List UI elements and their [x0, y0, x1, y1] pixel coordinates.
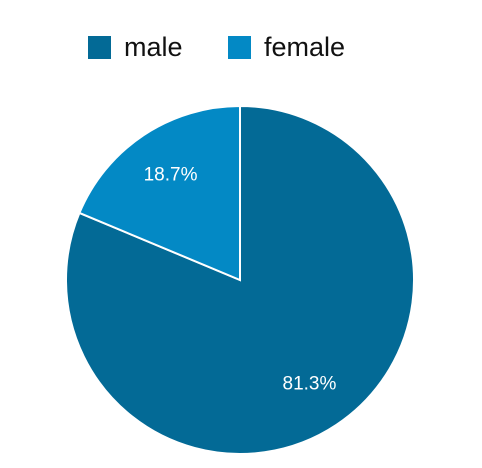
value-label: 18.7% — [144, 165, 198, 186]
legend-swatch — [228, 36, 251, 59]
value-label: 81.3% — [283, 373, 337, 394]
pie-slice — [78, 104, 241, 282]
legend-swatch — [88, 36, 111, 59]
legend-label: male — [124, 32, 183, 62]
legend-label: female — [264, 32, 345, 62]
